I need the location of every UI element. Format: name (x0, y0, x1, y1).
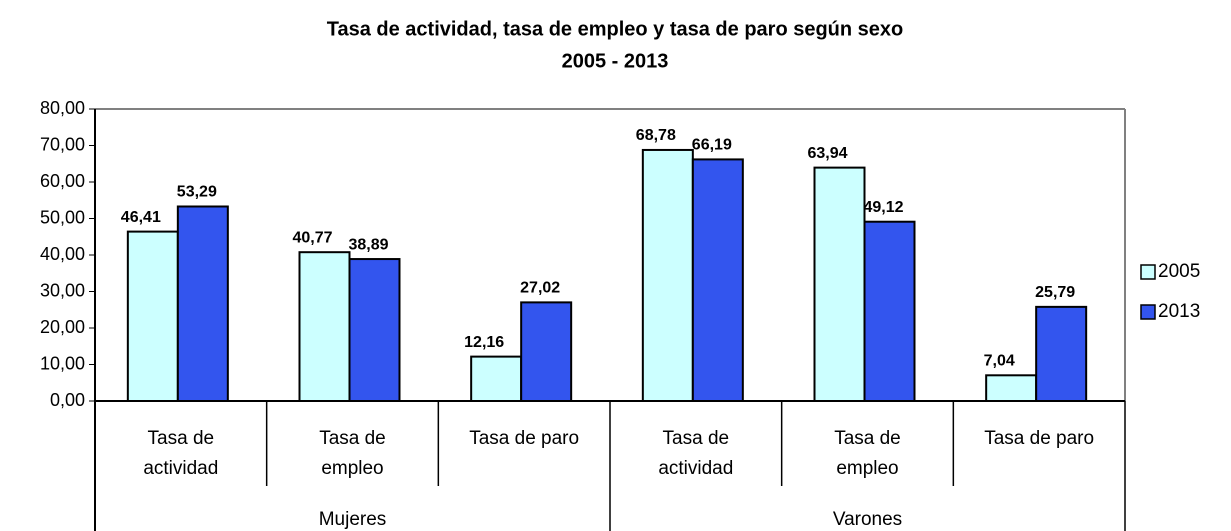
bar (348, 258, 401, 403)
value-label: 63,94 (807, 145, 847, 162)
y-tick-label: 50,00 (40, 207, 85, 227)
chart-title: Tasa de actividad, tasa de empleo y tasa… (327, 18, 904, 40)
value-label: 68,78 (636, 127, 676, 144)
bar (863, 220, 916, 402)
value-label: 49,12 (863, 199, 903, 216)
value-label: 25,79 (1035, 284, 1075, 301)
bar (470, 355, 523, 402)
bar (1035, 305, 1088, 402)
bar (176, 205, 229, 402)
value-label: 66,19 (692, 137, 732, 154)
y-tick-label: 30,00 (40, 280, 85, 300)
y-tick-label: 80,00 (40, 98, 85, 118)
value-label: 7,04 (984, 353, 1015, 370)
legend-label: 2013 (1158, 301, 1200, 322)
group-label: Varones (832, 509, 903, 530)
bar (520, 301, 573, 403)
y-tick-label: 60,00 (40, 171, 85, 191)
y-tick-label: 40,00 (40, 244, 85, 264)
group-label: Mujeres (318, 509, 387, 530)
value-label: 12,16 (464, 334, 504, 351)
legend-swatch (1140, 264, 1156, 280)
x-tick-label: Tasa de actividad (658, 428, 734, 479)
bar (126, 230, 179, 402)
x-tick-label: Tasa de paro (469, 428, 580, 449)
value-label: 53,29 (177, 184, 217, 201)
bar (985, 374, 1038, 402)
value-label: 40,77 (292, 229, 332, 246)
x-tick-label: Tasa de empleo (834, 428, 901, 479)
y-tick-label: 0,00 (50, 390, 85, 410)
y-tick-label: 10,00 (40, 353, 85, 373)
x-tick-label: Tasa de actividad (143, 428, 219, 479)
legend-swatch (1140, 304, 1156, 320)
chart-subtitle: 2005 - 2013 (562, 50, 669, 72)
value-label: 38,89 (348, 236, 388, 253)
x-tick-label: Tasa de empleo (319, 428, 386, 479)
x-tick-label: Tasa de paro (984, 428, 1095, 449)
legend-label: 2005 (1158, 261, 1200, 282)
value-label: 46,41 (121, 209, 161, 226)
value-label: 27,02 (520, 280, 560, 297)
y-tick-label: 70,00 (40, 134, 85, 154)
bar (813, 166, 866, 402)
bar (641, 148, 694, 402)
bar (298, 251, 351, 402)
bar (691, 158, 744, 402)
y-tick-label: 20,00 (40, 317, 85, 337)
